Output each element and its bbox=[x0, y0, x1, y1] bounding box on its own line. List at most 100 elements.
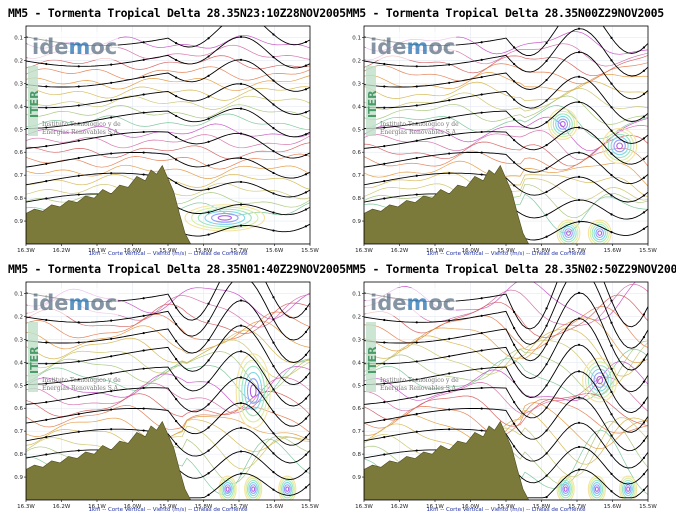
streamline-arrow bbox=[77, 395, 80, 398]
isotach-contour bbox=[364, 417, 648, 478]
wind-core-contour bbox=[559, 121, 566, 128]
x-tick-label: 16.0W bbox=[124, 248, 142, 254]
x-tick-label: 16.1W bbox=[88, 248, 106, 254]
streamline-arrow bbox=[77, 321, 80, 324]
wind-core-contour bbox=[184, 204, 266, 232]
streamline-arrow bbox=[77, 174, 80, 177]
streamline-arrow bbox=[304, 470, 308, 473]
panel-title: MM5 - Tormenta Tropical Delta 28.35N23:1… bbox=[8, 6, 346, 20]
streamline-arrow bbox=[45, 180, 48, 183]
streamline-arrow bbox=[272, 229, 275, 232]
y-tick-label: 0.4 bbox=[14, 360, 23, 366]
streamline-arrow bbox=[239, 401, 243, 405]
streamline-arrow bbox=[239, 157, 243, 160]
streamline-arrow bbox=[513, 98, 516, 101]
panel-1: MM5 - Tormenta Tropical Delta 28.35N00Z2… bbox=[346, 6, 676, 258]
streamline-arrow bbox=[239, 58, 243, 61]
streamline-arrow bbox=[175, 339, 178, 343]
isotach-contour bbox=[26, 104, 310, 120]
x-tick-label: 15.7W bbox=[230, 504, 248, 510]
isotach-contour bbox=[26, 405, 310, 433]
streamline-arrow bbox=[610, 413, 613, 416]
y-tick-label: 0.1 bbox=[14, 291, 23, 297]
x-tick-label: 15.9W bbox=[159, 504, 177, 510]
streamline-arrow bbox=[304, 208, 308, 211]
streamline-arrow bbox=[304, 353, 308, 356]
wind-core-contour bbox=[285, 486, 290, 492]
streamline-arrow bbox=[610, 434, 613, 437]
wind-core-contour bbox=[248, 482, 259, 497]
wind-core-contour bbox=[593, 484, 601, 495]
streamline-arrow bbox=[415, 104, 418, 107]
logo-m: m bbox=[406, 291, 428, 315]
logo-oc: oc bbox=[90, 35, 117, 59]
streamline-arrow bbox=[45, 318, 48, 322]
wind-core-contour bbox=[595, 228, 605, 239]
streamline-arrow bbox=[142, 386, 145, 390]
streamline-arrow bbox=[207, 449, 210, 452]
x-tick-label: 16.3W bbox=[355, 504, 373, 510]
streamline-arrow bbox=[383, 382, 386, 385]
streamline-arrow bbox=[304, 397, 308, 400]
isotach-contour bbox=[364, 294, 648, 338]
streamline bbox=[364, 127, 648, 165]
streamline-arrow bbox=[545, 143, 548, 147]
streamline-arrow bbox=[642, 115, 646, 118]
streamline-arrow bbox=[207, 403, 210, 406]
x-tick-label: 15.6W bbox=[266, 504, 284, 510]
streamline bbox=[26, 59, 310, 92]
streamline-arrow bbox=[513, 343, 516, 346]
streamline-arrow bbox=[577, 468, 581, 471]
x-tick-label: 16.1W bbox=[426, 504, 444, 510]
logo-backdrop bbox=[28, 288, 118, 316]
streamline-arrow bbox=[304, 453, 308, 456]
streamline-arrow bbox=[304, 330, 308, 334]
institute-line-1: Instituto Tecnológico y de bbox=[380, 121, 459, 128]
streamline-arrow bbox=[642, 194, 646, 197]
streamline bbox=[26, 350, 310, 407]
isotach-contour bbox=[26, 164, 310, 179]
plot-layer bbox=[364, 26, 648, 244]
streamline-arrow bbox=[383, 318, 386, 322]
streamline-arrow bbox=[577, 343, 581, 346]
wind-core-contour bbox=[241, 365, 266, 417]
wind-core-contour bbox=[613, 139, 626, 153]
streamline-arrow bbox=[513, 327, 516, 330]
streamline-arrow bbox=[610, 106, 613, 109]
streamline-arrow bbox=[415, 395, 418, 398]
x-tick-label: 16.0W bbox=[462, 504, 480, 510]
streamline-arrow bbox=[304, 191, 308, 194]
streamline-arrow bbox=[383, 401, 386, 404]
streamline-arrow bbox=[448, 63, 451, 66]
institute-line-2: Energías Renovables S.A. bbox=[42, 129, 120, 136]
streamline-arrow bbox=[272, 471, 275, 474]
institute-line-1: Instituto Tecnológico y de bbox=[380, 377, 459, 384]
streamline-arrow bbox=[448, 337, 451, 340]
streamline-arrow bbox=[110, 134, 113, 137]
streamline-arrow bbox=[577, 370, 581, 373]
y-tick-label: 0.4 bbox=[352, 104, 361, 110]
x-tick-label: 15.6W bbox=[604, 504, 622, 510]
streamline-arrow bbox=[642, 69, 646, 72]
streamline-arrow bbox=[480, 130, 483, 134]
streamline-arrow bbox=[207, 472, 210, 475]
wind-core-contour bbox=[221, 479, 234, 499]
streamline-arrow bbox=[207, 339, 210, 342]
streamline-arrow bbox=[239, 132, 243, 135]
iter-vertical-text: ITER bbox=[28, 346, 41, 374]
streamline-arrow bbox=[545, 121, 548, 124]
wind-core-contour bbox=[217, 215, 232, 221]
streamline-arrow bbox=[642, 157, 646, 160]
x-tick-label: 15.7W bbox=[568, 248, 586, 254]
y-tick-label: 0.6 bbox=[352, 406, 361, 412]
streamline-arrow bbox=[77, 193, 80, 196]
streamline-arrow bbox=[239, 472, 243, 475]
streamline-arrow bbox=[480, 314, 483, 317]
wind-core-contour bbox=[587, 365, 612, 396]
streamline-arrow bbox=[272, 79, 275, 82]
isotach-contour bbox=[26, 66, 310, 81]
streamline-arrow bbox=[45, 106, 48, 109]
streamline-arrow bbox=[480, 386, 483, 390]
logo-m: m bbox=[68, 35, 90, 59]
